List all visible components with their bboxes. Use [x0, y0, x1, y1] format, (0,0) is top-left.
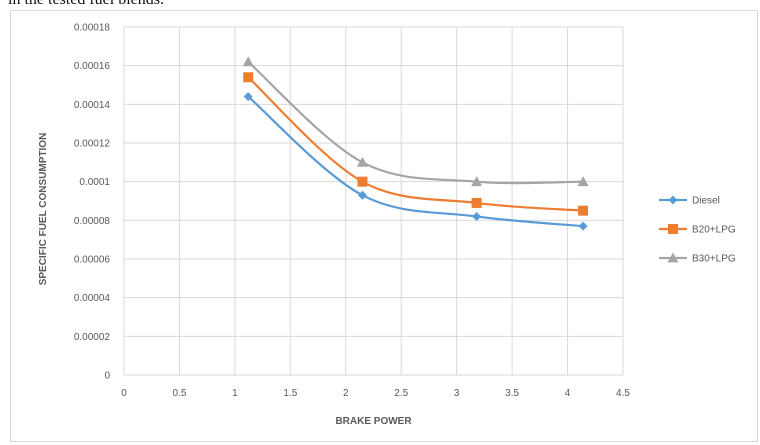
y-tick-label: 0.00018: [74, 23, 111, 34]
x-tick-label: 2: [343, 388, 349, 399]
legend-label: B30+LPG: [692, 254, 736, 265]
data-point-diesel: [357, 190, 367, 200]
x-axis-title: BRAKE POWER: [335, 416, 412, 427]
data-point-diesel: [578, 221, 588, 231]
x-tick-label: 4.5: [616, 388, 630, 399]
data-point-b20-lpg: [357, 176, 368, 187]
series-diesel: [243, 92, 588, 231]
legend-label: B20+LPG: [692, 225, 736, 236]
y-tick-label: 0.00014: [74, 100, 111, 111]
data-point-b30-lpg: [242, 56, 254, 67]
series-layer: [242, 56, 589, 231]
data-point-diesel: [243, 92, 253, 102]
x-tick-label: 0.5: [172, 388, 186, 399]
x-tick-label: 0: [121, 388, 127, 399]
data-point-b20-lpg: [243, 72, 254, 83]
x-tick-label: 3.5: [505, 388, 519, 399]
x-tick-label: 1.5: [283, 388, 297, 399]
legend-item-b30-lpg: B30+LPG: [659, 252, 736, 265]
legend-label: Diesel: [692, 196, 720, 207]
data-point-b30-lpg: [577, 176, 589, 187]
y-axis-title: SPECIFIC FUEL CONSUMPTION: [38, 133, 49, 286]
y-tick-label: 0.00004: [74, 293, 111, 304]
x-tick-label: 4: [565, 388, 571, 399]
y-tick-label: 0.00012: [74, 139, 111, 150]
data-point-b20-lpg: [471, 197, 482, 208]
data-point-diesel: [472, 211, 482, 221]
chart-frame: [10, 10, 758, 442]
series-line-diesel: [247, 95, 584, 228]
legend-item-diesel: Diesel: [659, 195, 720, 207]
data-point-b30-lpg: [471, 176, 483, 187]
y-tick-label: 0: [104, 371, 110, 382]
series-line-b20-lpg: [247, 76, 584, 212]
figure-caption: in the tested fuel blends.: [8, 0, 164, 9]
gridlines: [123, 26, 624, 376]
x-tick-label: 2.5: [394, 388, 408, 399]
y-tick-label: 0.00006: [74, 255, 111, 266]
y-tick-label: 0.0001: [79, 177, 110, 188]
legend-marker-b30-lpg: [667, 252, 679, 263]
legend-marker-diesel: [668, 195, 678, 205]
series-line-b30-lpg: [247, 60, 584, 185]
x-tick-label: 1: [232, 388, 238, 399]
y-tick-label: 0.00002: [74, 332, 111, 343]
data-point-b20-lpg: [578, 205, 589, 216]
legend-item-b20-lpg: B20+LPG: [659, 224, 736, 236]
x-tick-label: 3: [454, 388, 460, 399]
x-tick-labels: 0 0.5 1 1.5 2 2.5 3 3.5 4 4.5: [121, 388, 630, 399]
y-tick-label: 0.00008: [74, 216, 111, 227]
legend-marker-b20-lpg: [668, 224, 678, 234]
series-b20-lpg: [243, 72, 589, 216]
y-tick-labels: 0 0.00002 0.00004 0.00006 0.00008 0.0001 0.000…: [74, 23, 111, 382]
legend: Diesel B20+LPG B30+LPG: [659, 195, 736, 265]
y-tick-label: 0.00016: [74, 61, 111, 72]
series-b30-lpg: [242, 56, 589, 187]
data-point-b30-lpg: [356, 156, 368, 167]
